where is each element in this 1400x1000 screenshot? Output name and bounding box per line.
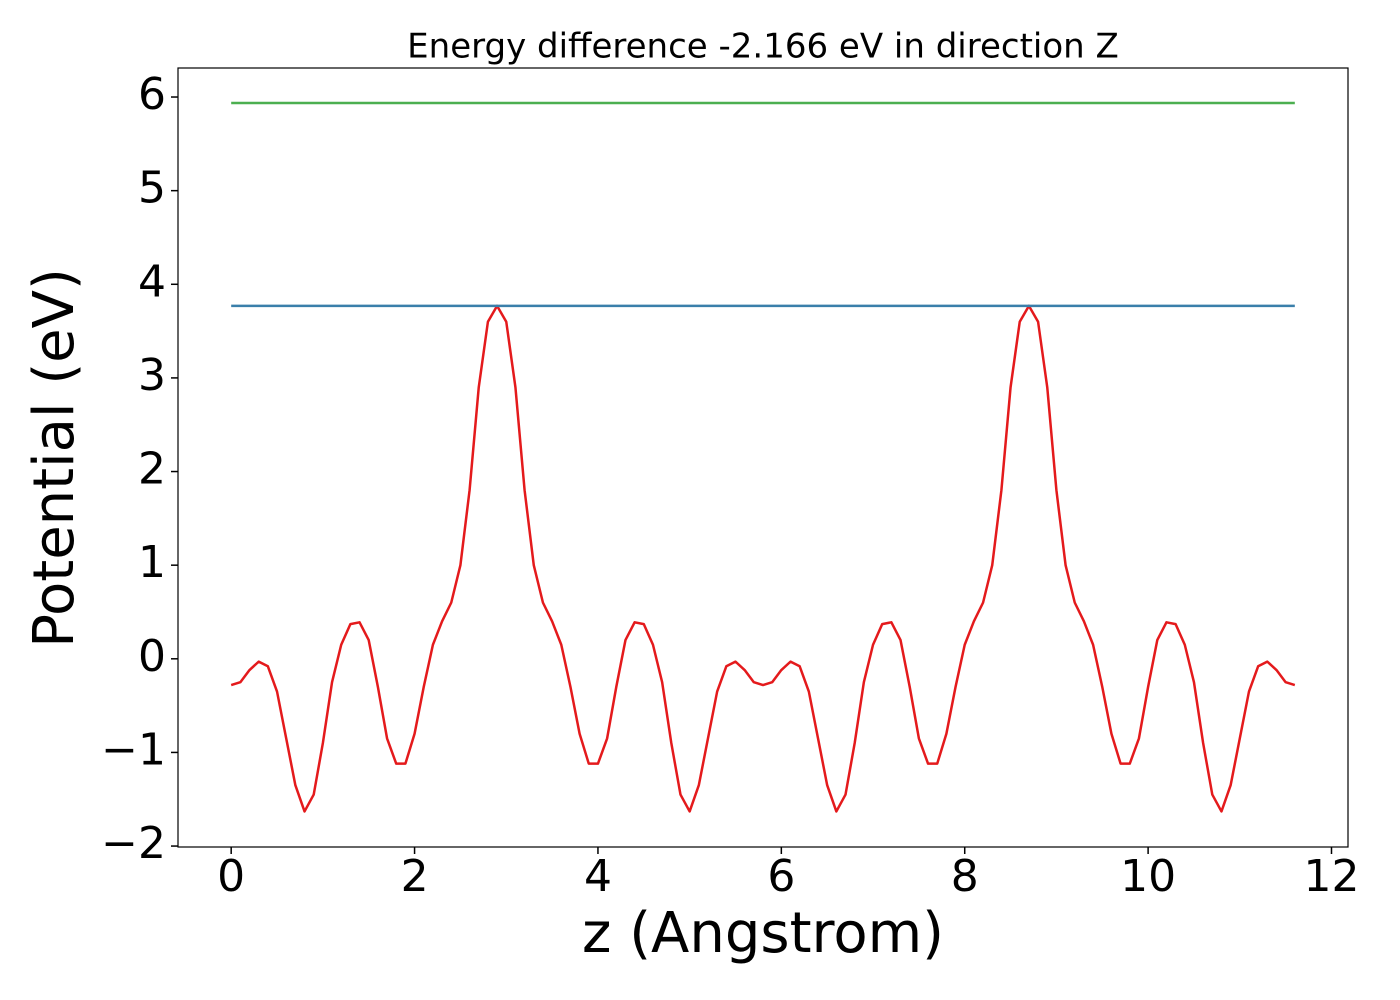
- plot-frame: [177, 67, 1349, 848]
- y-axis-label: Potential (eV): [22, 268, 87, 648]
- y-tick-label: 4: [138, 256, 166, 307]
- x-tick-label: 10: [1120, 851, 1176, 902]
- y-tick-label: 6: [138, 69, 166, 120]
- x-tick-label: 2: [401, 851, 429, 902]
- y-tick-label: 2: [138, 444, 166, 495]
- x-tick-label: 6: [767, 851, 795, 902]
- y-tick-label: 5: [138, 163, 166, 214]
- y-tick-label: −1: [101, 724, 166, 775]
- y-tick-label: 3: [138, 350, 166, 401]
- chart-title: Energy difference -2.166 eV in direction…: [407, 27, 1119, 67]
- y-tick-label: −2: [101, 818, 166, 869]
- x-tick-label: 12: [1303, 851, 1359, 902]
- x-tick-label: 4: [584, 851, 612, 902]
- x-axis-label: z (Angstrom): [582, 901, 944, 966]
- y-tick-label: 1: [138, 537, 166, 588]
- y-tick-label: 0: [138, 631, 166, 682]
- x-tick-label: 0: [217, 851, 245, 902]
- x-tick-label: 8: [951, 851, 979, 902]
- line: [230, 304, 1296, 813]
